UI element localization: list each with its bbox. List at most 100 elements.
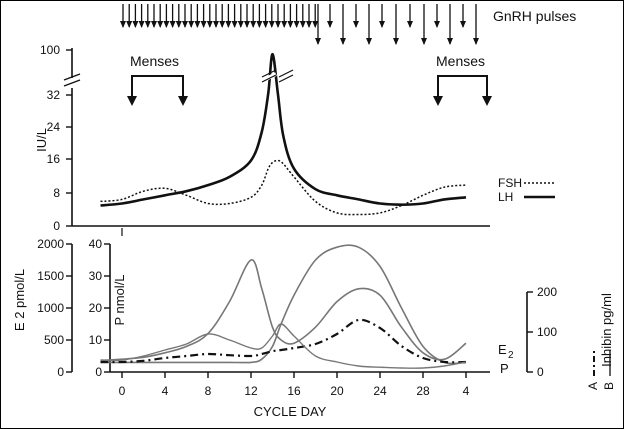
- gnrh-pulse-arrowhead: [281, 21, 288, 28]
- gnrh-pulse-arrowhead: [434, 21, 440, 28]
- gnrh-pulse-arrowhead: [237, 21, 244, 28]
- e2-end-subscript: 2: [508, 350, 514, 361]
- menses-label-left: Menses: [130, 53, 179, 69]
- e2-y-tick-label: 500: [44, 333, 64, 347]
- gnrh-pulse-arrowhead: [151, 21, 157, 28]
- gnrh-pulse-arrowhead: [447, 38, 453, 45]
- x-tick-label: 24: [373, 384, 387, 398]
- gnrh-pulse-arrowhead: [315, 38, 321, 45]
- gnrh-pulse-arrowhead: [268, 21, 275, 28]
- gnrh-label: GnRH pulses: [493, 8, 576, 24]
- gnrh-pulse-arrowhead: [379, 21, 385, 28]
- top-y-tick-label: 0: [53, 219, 60, 233]
- x-tick-label: 4: [162, 384, 169, 398]
- e2-end-label: E: [498, 342, 507, 357]
- top-axis-break-mark: [63, 79, 81, 87]
- inhibin-b-line: [100, 323, 467, 369]
- inhibin-a-line: [100, 318, 467, 364]
- gnrh-pulse-arrowhead: [188, 21, 195, 28]
- gnrh-pulse-arrowhead: [200, 21, 207, 28]
- inhibin-y-tick-label: 0: [537, 365, 544, 379]
- e2-axis-label: E 2 pmol/L: [12, 269, 27, 331]
- fsh-line: [100, 159, 467, 216]
- lh-break-gap: [263, 72, 277, 82]
- gnrh-pulse-arrowhead: [138, 21, 145, 28]
- gnrh-pulse-arrowhead: [194, 21, 201, 28]
- x-tick-label: 0: [119, 384, 126, 398]
- gnrh-pulse-arrowhead: [132, 21, 139, 28]
- gnrh-pulse-arrowhead: [306, 21, 312, 28]
- gnrh-pulse-arrowhead: [275, 21, 281, 28]
- gnrh-pulse-arrowhead: [460, 21, 466, 28]
- gnrh-pulse-arrowhead: [126, 21, 133, 28]
- gnrh-pulse-arrowhead: [120, 21, 126, 28]
- menses-bracket-left-arrowhead: [178, 96, 188, 106]
- gnrh-pulse-arrowhead: [312, 21, 319, 28]
- e2-y-tick-label: 1000: [37, 301, 64, 315]
- gnrh-pulse-arrowhead: [175, 21, 182, 28]
- gnrh-pulse-arrowhead: [231, 21, 238, 28]
- e2-y-tick-label: 1500: [37, 269, 64, 283]
- p-axis-label: P nmol/L: [112, 274, 127, 325]
- gnrh-pulse-arrowhead: [256, 21, 263, 28]
- menses-bracket-right-arrowhead: [433, 96, 443, 106]
- top-y-tick-label: 16: [47, 152, 61, 166]
- p-y-tick-label: 20: [89, 301, 103, 315]
- bottom-xlabel: CYCLE DAY: [254, 404, 327, 419]
- lh-break-gap: [279, 72, 293, 82]
- e2-y-tick-label: 0: [57, 365, 64, 379]
- gnrh-pulse-arrowhead: [327, 21, 333, 28]
- top-y-tick-label: 8: [53, 186, 60, 200]
- gnrh-pulse-arrowhead: [293, 21, 300, 28]
- e2-line: [100, 259, 467, 362]
- legend-lh-label: LH: [498, 190, 513, 204]
- gnrh-pulse-arrowhead: [366, 38, 372, 45]
- top-axis-break-mark: [63, 73, 81, 81]
- lh-break-mark: [278, 74, 294, 83]
- gnrh-pulse-arrowhead: [473, 38, 479, 45]
- x-tick-label: 12: [244, 384, 258, 398]
- e2-y-tick-label: 2000: [37, 237, 64, 251]
- menses-bracket-left-arrowhead: [127, 96, 137, 106]
- x-tick-label: 20: [330, 384, 344, 398]
- menses-bracket-right: [437, 75, 488, 100]
- inhibin-axis-label: Inhibin pg/ml: [599, 293, 614, 367]
- p-y-tick-label: 0: [95, 365, 102, 379]
- legend-fsh-label: FSH: [498, 176, 522, 190]
- gnrh-pulse-arrowhead: [407, 21, 413, 28]
- gnrh-pulse-arrowhead: [353, 21, 359, 28]
- menses-bracket-right-arrowhead: [482, 96, 492, 106]
- gnrh-pulse-arrowhead: [421, 38, 427, 45]
- inhibin-y-tick-label: 200: [537, 285, 557, 299]
- lh-break-mark: [261, 74, 277, 83]
- lh-break-mark: [261, 69, 277, 78]
- p-y-tick-label: 40: [89, 237, 103, 251]
- gnrh-pulse-arrowhead: [144, 21, 151, 28]
- gnrh-pulse-arrowhead: [244, 21, 250, 28]
- gnrh-pulse-arrowhead: [219, 21, 226, 28]
- x-tick-label: 8: [205, 384, 212, 398]
- inhibin-y-tick-label: 100: [537, 325, 557, 339]
- gnrh-pulse-arrowhead: [225, 21, 232, 28]
- gnrh-pulse-arrowhead: [262, 21, 269, 28]
- p-line: [100, 244, 467, 365]
- x-tick-label: 4: [463, 384, 470, 398]
- gnrh-pulse-arrowhead: [163, 21, 170, 28]
- gnrh-pulse-arrowhead: [393, 38, 399, 45]
- p-y-tick-label: 10: [89, 333, 103, 347]
- top-y-tick-label: 24: [47, 120, 61, 134]
- gnrh-pulse-arrowhead: [250, 21, 257, 28]
- x-tick-label: 16: [287, 384, 301, 398]
- inhibin-a-label: A: [586, 382, 600, 390]
- gnrh-pulse-arrowhead: [287, 21, 294, 28]
- gnrh-pulse-arrowhead: [206, 21, 213, 28]
- lh-break-mark: [278, 69, 294, 78]
- x-tick-label: 28: [416, 384, 430, 398]
- menses-bracket-left: [131, 75, 184, 100]
- inhibin-b-label: B: [602, 382, 616, 390]
- gnrh-pulse-arrowhead: [157, 21, 164, 28]
- gnrh-pulse-arrowhead: [299, 21, 306, 28]
- gnrh-pulse-arrowhead: [182, 21, 188, 28]
- gnrh-pulse-arrowhead: [169, 21, 176, 28]
